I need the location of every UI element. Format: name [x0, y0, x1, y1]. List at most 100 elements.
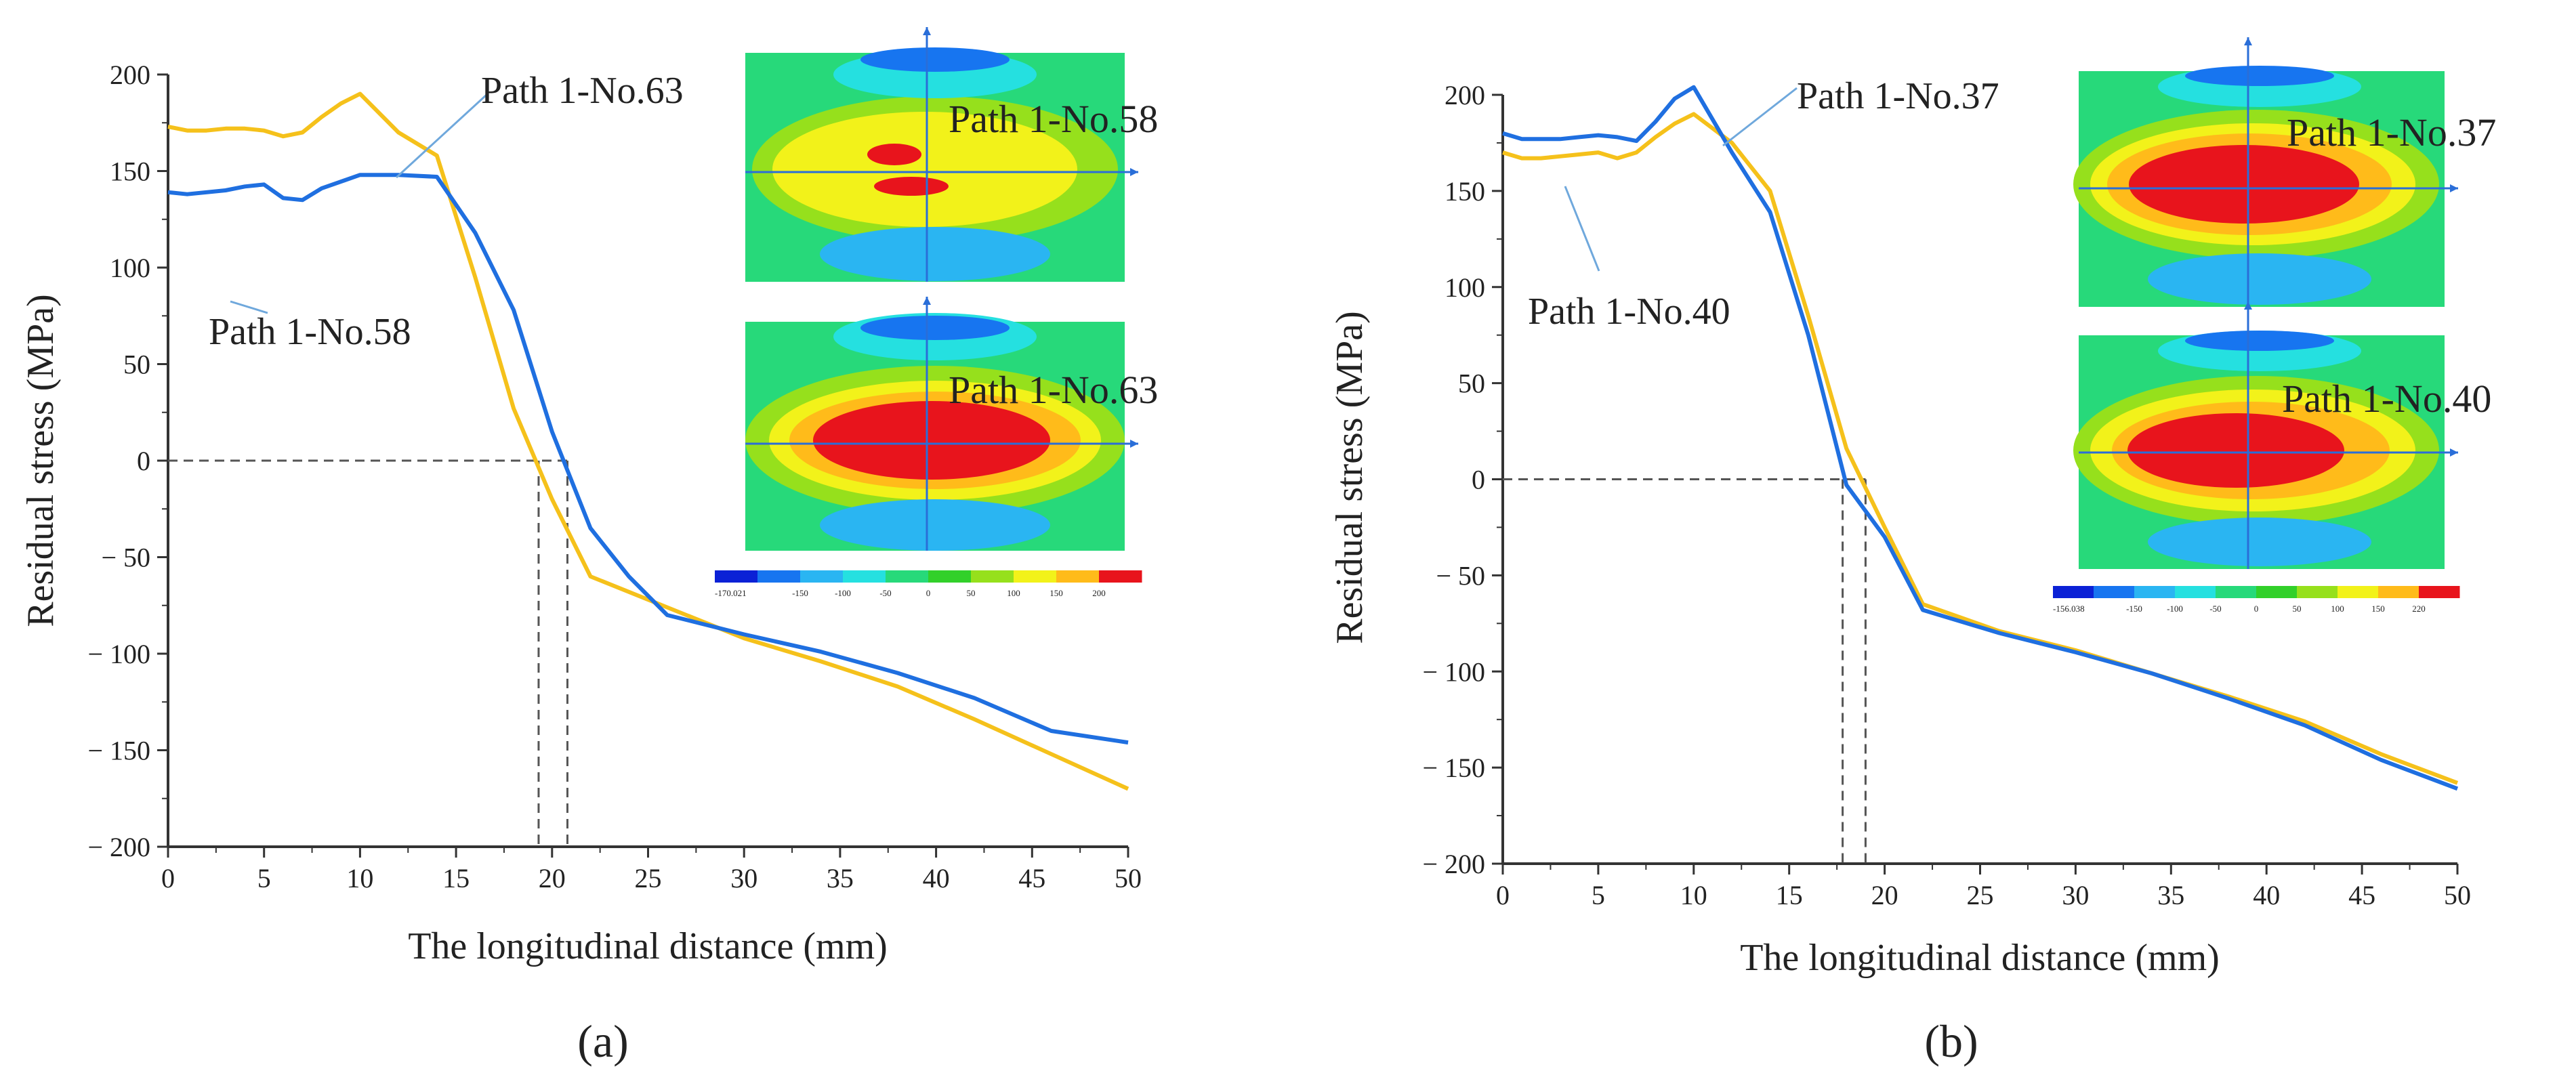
series-b: [1502, 85, 2459, 791]
zero-crossing-guides-a: [168, 459, 568, 847]
x-tick-label: 25: [1967, 880, 1994, 910]
colorbar-tick-label: -100: [835, 588, 851, 598]
colorbar-tick-label: -170.021: [715, 588, 747, 598]
y-tick-label: 200: [110, 60, 150, 90]
inset-contour-top-b: Path 1-No.37: [2073, 37, 2496, 307]
x-tick-label: 10: [1680, 880, 1707, 910]
y-tick-label: 0: [1472, 465, 1485, 495]
colorbar-tick-label: 220: [2412, 604, 2426, 614]
colorbar-swatch: [1056, 570, 1100, 583]
x-tick-label: 30: [730, 863, 757, 893]
x-tick-label: 40: [923, 863, 950, 893]
colorbar-swatch: [971, 570, 1014, 583]
colorbar-tick-label: -150: [792, 588, 808, 598]
leader-line-no37-b: [1722, 87, 1798, 147]
x-tick-label: 15: [442, 863, 470, 893]
inset-label-no40-b: Path 1-No.40: [2282, 377, 2491, 421]
y-tick-label: − 100: [87, 639, 150, 669]
x-tick-label: 20: [539, 863, 566, 893]
x-tick-label: 45: [1018, 863, 1045, 893]
colorbar-swatch: [715, 570, 758, 583]
y-tick-label: − 150: [1422, 753, 1485, 783]
colorbar-tick-label: -50: [879, 588, 891, 598]
colorbar-swatch: [2094, 586, 2135, 598]
colorbar-swatch: [2134, 586, 2176, 598]
colorbar-swatch: [800, 570, 844, 583]
x-tick-label: 20: [1871, 880, 1898, 910]
x-tick-label: 15: [1776, 880, 1803, 910]
x-ticks-a: 0 5 10 15 20 25 30 35 40 45 50: [161, 847, 1142, 893]
panel-label-a: (a): [577, 1015, 628, 1067]
x-ticks-b: 0 5 10 15 20 25 30 35 40 45 50: [1496, 864, 2471, 910]
colorbar-tick-label: 50: [2293, 604, 2302, 614]
colorbar-swatch: [886, 570, 929, 583]
inset-label-no37-b: Path 1-No.37: [2287, 110, 2496, 154]
colorbar-swatch: [757, 570, 801, 583]
y-tick-label: 50: [1458, 369, 1485, 399]
y-tick-label: 150: [1445, 176, 1485, 207]
x-tick-label: 30: [2062, 880, 2089, 910]
x-tick-label: 35: [2157, 880, 2184, 910]
colorbar-swatch: [2256, 586, 2298, 598]
y-tick-label: 50: [123, 350, 150, 380]
series-line-path-1-no-63: [167, 91, 1129, 791]
colorbar-swatch: [2338, 586, 2379, 598]
colorbar-swatch: [2378, 586, 2419, 598]
y-tick-label: − 150: [87, 736, 150, 766]
colorbar-swatch: [2175, 586, 2216, 598]
x-tick-label: 50: [1115, 863, 1142, 893]
series-line-path-1-no-58: [167, 173, 1129, 745]
colorbar-tick-label: 100: [1007, 588, 1020, 598]
x-tick-label: 45: [2348, 880, 2375, 910]
x-tick-label: 35: [827, 863, 854, 893]
x-tick-label: 25: [635, 863, 662, 893]
y-ticks-a: 200 150 100 50 0 − 50 − 100 − 150 − 200: [87, 60, 168, 862]
colorbar-tick-label: -100: [2167, 604, 2183, 614]
y-axis-label-a: Residual stress (MPa): [20, 294, 62, 627]
colorbar-swatch: [2053, 586, 2094, 598]
y-tick-label: − 100: [1422, 656, 1485, 687]
panel-b: 200 150 100 50 0 − 50 − 100 − 150 − 200 0 5 10 15 20…: [1329, 37, 2496, 1067]
colorbar-tick-label: -150: [2126, 604, 2142, 614]
inset-contour-bottom-b: Path 1-No.40: [2073, 301, 2491, 569]
y-ticks-b: 200 150 100 50 0 − 50 − 100 − 150 − 200: [1422, 80, 1503, 879]
y-tick-label: 100: [110, 253, 150, 283]
colorbar-tick-label: 200: [1092, 588, 1106, 598]
y-tick-label: 100: [1445, 272, 1485, 303]
x-tick-label: 40: [2253, 880, 2280, 910]
colorbar-tick-label: -156.038: [2053, 604, 2085, 614]
colorbar-tick-label: -50: [2209, 604, 2221, 614]
colorbar-tick-label: 150: [2371, 604, 2385, 614]
x-tick-label: 5: [1592, 880, 1605, 910]
leader-line-no40-b: [1564, 186, 1600, 272]
colorbar-swatch: [2419, 586, 2460, 598]
inset-label-no63-a: Path 1-No.63: [949, 368, 1158, 412]
colorbar-b: -156.038 -150 -100 -50 0 50 100 150 220: [2053, 586, 2460, 614]
colorbar-tick-label: 50: [967, 588, 976, 598]
inset-contour-top-a: Path 1-No.58: [745, 27, 1158, 282]
y-tick-label: − 200: [1422, 849, 1485, 879]
x-tick-label: 50: [2444, 880, 2471, 910]
colorbar-swatch: [2297, 586, 2338, 598]
inset-label-no58-a: Path 1-No.58: [949, 97, 1158, 141]
y-tick-label: − 50: [101, 543, 150, 573]
colorbar-a: -170.021 -150 -100 -50 0 50 100 150 200: [715, 570, 1142, 598]
y-tick-label: 200: [1445, 80, 1485, 110]
inset-contour-bottom-a: Path 1-No.63: [745, 297, 1158, 551]
y-tick-label: − 200: [87, 832, 150, 862]
y-tick-label: 0: [137, 446, 150, 476]
zero-crossing-guides-b: [1503, 478, 1867, 864]
x-tick-label: 0: [161, 863, 175, 893]
panel-label-b: (b): [1924, 1015, 1978, 1067]
annotation-no58-a: Path 1-No.58: [209, 311, 411, 353]
colorbar-swatch: [1014, 570, 1057, 583]
annotation-no40-b: Path 1-No.40: [1528, 291, 1730, 333]
colorbar-tick-label: 0: [926, 588, 931, 598]
annotation-no37-b: Path 1-No.37: [1797, 75, 1999, 117]
annotation-no63-a: Path 1-No.63: [481, 70, 684, 112]
y-tick-label: − 50: [1436, 560, 1485, 591]
y-tick-label: 150: [110, 156, 150, 187]
x-axis-label-b: The longitudinal distance (mm): [1740, 937, 2220, 979]
